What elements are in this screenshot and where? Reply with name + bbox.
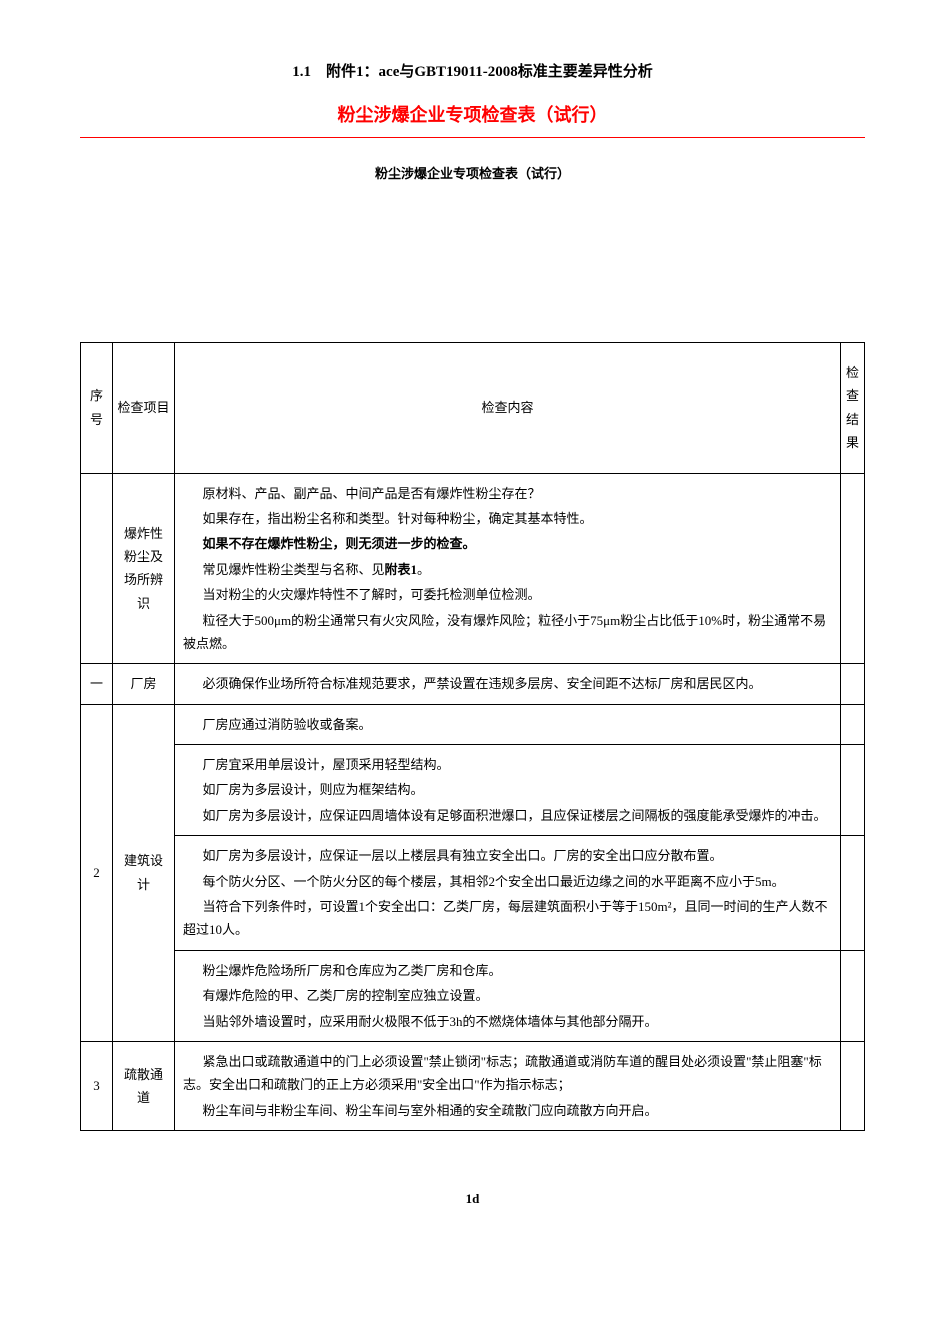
content-line: 有爆炸危险的甲、乙类厂房的控制室应独立设置。 <box>183 984 832 1007</box>
cell-content: 厂房应通过消防验收或备案。 <box>175 704 841 744</box>
content-line: 当贴邻外墙设置时，应采用耐火极限不低于3h的不燃烧体墙体与其他部分隔开。 <box>183 1010 832 1033</box>
content-line: 厂房应通过消防验收或备案。 <box>183 713 832 736</box>
content-line: 每个防火分区、一个防火分区的每个楼层，其相邻2个安全出口最近边缘之间的水平距离不… <box>183 870 832 893</box>
cell-content: 紧急出口或疏散通道中的门上必须设置"禁止锁闭"标志；疏散通道或消防车道的醒目处必… <box>175 1041 841 1130</box>
cell-result <box>841 664 865 704</box>
cell-result <box>841 704 865 744</box>
cell-content: 原材料、产品、副产品、中间产品是否有爆炸性粉尘存在？ 如果存在，指出粉尘名称和类… <box>175 473 841 664</box>
page-number: 1d <box>80 1191 865 1207</box>
content-line: 粉尘爆炸危险场所厂房和仓库应为乙类厂房和仓库。 <box>183 959 832 982</box>
table-row: 一 厂房 必须确保作业场所符合标准规范要求，严禁设置在违规多层房、安全间距不达标… <box>81 664 865 704</box>
cell-content: 粉尘爆炸危险场所厂房和仓库应为乙类厂房和仓库。 有爆炸危险的甲、乙类厂房的控制室… <box>175 950 841 1041</box>
cell-result <box>841 745 865 836</box>
cell-item: 厂房 <box>113 664 175 704</box>
header-title: 1.1 附件1：ace与GBT19011-2008标准主要差异性分析 <box>80 60 865 81</box>
cell-seq: 一 <box>81 664 113 704</box>
cell-seq: 3 <box>81 1041 113 1130</box>
cell-content: 如厂房为多层设计，应保证一层以上楼层具有独立安全出口。厂房的安全出口应分散布置。… <box>175 836 841 951</box>
cell-result <box>841 473 865 664</box>
cell-item: 爆炸性粉尘及场所辨识 <box>113 473 175 664</box>
content-line: 如厂房为多层设计，应保证四周墙体设有足够面积泄爆口，且应保证楼层之间隔板的强度能… <box>183 804 832 827</box>
table-header-row: 序号 检查项目 检查内容 检查结果 <box>81 343 865 474</box>
content-line: 当符合下列条件时，可设置1个安全出口：乙类厂房，每层建筑面积小于等于150m²，… <box>183 895 832 942</box>
cell-result <box>841 836 865 951</box>
cell-seq: 2 <box>81 704 113 1041</box>
header-content: 检查内容 <box>175 343 841 474</box>
document-sub-title: 粉尘涉爆企业专项检查表（试行） <box>80 163 865 182</box>
inspection-table: 序号 检查项目 检查内容 检查结果 爆炸性粉尘及场所辨识 原材料、产品、副产品、… <box>80 342 865 1131</box>
table-row: 爆炸性粉尘及场所辨识 原材料、产品、副产品、中间产品是否有爆炸性粉尘存在？ 如果… <box>81 473 865 664</box>
cell-result <box>841 1041 865 1130</box>
content-line: 必须确保作业场所符合标准规范要求，严禁设置在违规多层房、安全间距不达标厂房和居民… <box>183 672 832 695</box>
document-red-title: 粉尘涉爆企业专项检查表（试行） <box>80 101 865 137</box>
red-divider <box>80 137 865 138</box>
content-line: 如果存在，指出粉尘名称和类型。针对每种粉尘，确定其基本特性。 <box>183 507 832 530</box>
content-line: 当对粉尘的火灾爆炸特性不了解时，可委托检测单位检测。 <box>183 583 832 606</box>
cell-item: 疏散通道 <box>113 1041 175 1130</box>
content-line: 如果不存在爆炸性粉尘，则无须进一步的检查。 <box>183 532 832 555</box>
content-line: 厂房宜采用单层设计，屋顶采用轻型结构。 <box>183 753 832 776</box>
table-row: 厂房宜采用单层设计，屋顶采用轻型结构。 如厂房为多层设计，则应为框架结构。 如厂… <box>81 745 865 836</box>
table-row: 3 疏散通道 紧急出口或疏散通道中的门上必须设置"禁止锁闭"标志；疏散通道或消防… <box>81 1041 865 1130</box>
table-row: 如厂房为多层设计，应保证一层以上楼层具有独立安全出口。厂房的安全出口应分散布置。… <box>81 836 865 951</box>
cell-result <box>841 950 865 1041</box>
header-item: 检查项目 <box>113 343 175 474</box>
cell-content: 厂房宜采用单层设计，屋顶采用轻型结构。 如厂房为多层设计，则应为框架结构。 如厂… <box>175 745 841 836</box>
content-line: 紧急出口或疏散通道中的门上必须设置"禁止锁闭"标志；疏散通道或消防车道的醒目处必… <box>183 1050 832 1097</box>
content-line: 常见爆炸性粉尘类型与名称、见附表1。 <box>183 558 832 581</box>
cell-seq <box>81 473 113 664</box>
cell-content: 必须确保作业场所符合标准规范要求，严禁设置在违规多层房、安全间距不达标厂房和居民… <box>175 664 841 704</box>
content-line: 如厂房为多层设计，应保证一层以上楼层具有独立安全出口。厂房的安全出口应分散布置。 <box>183 844 832 867</box>
table-row: 粉尘爆炸危险场所厂房和仓库应为乙类厂房和仓库。 有爆炸危险的甲、乙类厂房的控制室… <box>81 950 865 1041</box>
content-line: 如厂房为多层设计，则应为框架结构。 <box>183 778 832 801</box>
table-row: 2 建筑设计 厂房应通过消防验收或备案。 <box>81 704 865 744</box>
content-line: 原材料、产品、副产品、中间产品是否有爆炸性粉尘存在？ <box>183 482 832 505</box>
cell-item: 建筑设计 <box>113 704 175 1041</box>
header-result: 检查结果 <box>841 343 865 474</box>
content-line: 粉尘车间与非粉尘车间、粉尘车间与室外相通的安全疏散门应向疏散方向开启。 <box>183 1099 832 1122</box>
header-seq: 序号 <box>81 343 113 474</box>
content-line: 粒径大于500μm的粉尘通常只有火灾风险，没有爆炸风险；粒径小于75μm粉尘占比… <box>183 609 832 656</box>
